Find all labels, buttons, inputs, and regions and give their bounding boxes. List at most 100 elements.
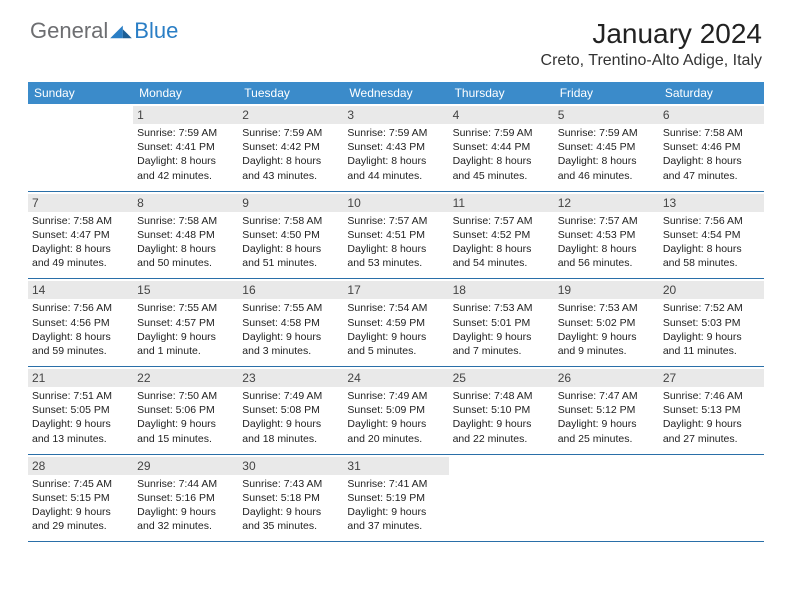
sunset-text: Sunset: 4:48 PM — [137, 228, 234, 242]
day-details: Sunrise: 7:44 AMSunset: 5:16 PMDaylight:… — [137, 477, 234, 534]
daylight-text: Daylight: 8 hours and 50 minutes. — [137, 242, 234, 270]
day-number: 5 — [554, 106, 659, 124]
daylight-text: Daylight: 8 hours and 49 minutes. — [32, 242, 129, 270]
day-number: 26 — [554, 369, 659, 387]
daylight-text: Daylight: 8 hours and 58 minutes. — [663, 242, 760, 270]
day-cell: 2Sunrise: 7:59 AMSunset: 4:42 PMDaylight… — [238, 104, 343, 191]
day-number: 18 — [449, 281, 554, 299]
day-number: 1 — [133, 106, 238, 124]
day-cell: 23 Sunrise: 7:49 AMSunset: 5:08 PMDayligh… — [238, 367, 343, 454]
day-number: 19 — [554, 281, 659, 299]
daylight-text: Daylight: 9 hours and 25 minutes. — [558, 417, 655, 445]
day-details: Sunrise: 7:58 AMSunset: 4:48 PMDaylight:… — [137, 214, 234, 271]
day-number — [554, 457, 659, 461]
weeks-container: 1 Sunrise: 7:59 AMSunset: 4:41 PMDaylight… — [28, 104, 764, 542]
daylight-text: Daylight: 8 hours and 53 minutes. — [347, 242, 444, 270]
sunrise-text: Sunrise: 7:55 AM — [242, 301, 339, 315]
day-number: 22 — [133, 369, 238, 387]
day-details: Sunrise: 7:51 AMSunset: 5:05 PMDaylight:… — [32, 389, 129, 446]
day-details: Sunrise: 7:57 AMSunset: 4:52 PMDaylight:… — [453, 214, 550, 271]
sunset-text: Sunset: 5:10 PM — [453, 403, 550, 417]
week-row: 14Sunrise: 7:56 AMSunset: 4:56 PMDayligh… — [28, 279, 764, 367]
week-row: 1 Sunrise: 7:59 AMSunset: 4:41 PMDaylight… — [28, 104, 764, 192]
day-header: Saturday — [659, 82, 764, 104]
header: General Blue January 2024 Creto, Trentin… — [0, 0, 792, 76]
day-cell: 29Sunrise: 7:44 AMSunset: 5:16 PMDayligh… — [133, 455, 238, 542]
sunset-text: Sunset: 4:50 PM — [242, 228, 339, 242]
sunset-text: Sunset: 4:47 PM — [32, 228, 129, 242]
sunrise-text: Sunrise: 7:47 AM — [558, 389, 655, 403]
day-details: Sunrise: 7:57 AMSunset: 4:51 PMDaylight:… — [347, 214, 444, 271]
sunrise-text: Sunrise: 7:51 AM — [32, 389, 129, 403]
daylight-text: Daylight: 9 hours and 7 minutes. — [453, 330, 550, 358]
sunrise-text: Sunrise: 7:43 AM — [242, 477, 339, 491]
sunset-text: Sunset: 4:51 PM — [347, 228, 444, 242]
day-details: Sunrise: 7:45 AMSunset: 5:15 PMDaylight:… — [32, 477, 129, 534]
day-number: 16 — [238, 281, 343, 299]
day-cell — [659, 455, 764, 542]
day-details: Sunrise: 7:55 AMSunset: 4:58 PMDaylight:… — [242, 301, 339, 358]
sunset-text: Sunset: 5:05 PM — [32, 403, 129, 417]
sunset-text: Sunset: 4:53 PM — [558, 228, 655, 242]
day-number: 17 — [343, 281, 448, 299]
day-number: 15 — [133, 281, 238, 299]
day-details: Sunrise: 7:49 AMSunset: 5:08 PMDaylight:… — [242, 389, 339, 446]
calendar: SundayMondayTuesdayWednesdayThursdayFrid… — [28, 82, 764, 542]
daylight-text: Daylight: 8 hours and 42 minutes. — [137, 154, 234, 182]
sunset-text: Sunset: 4:41 PM — [137, 140, 234, 154]
day-cell: 9Sunrise: 7:58 AMSunset: 4:50 PMDaylight… — [238, 192, 343, 279]
day-cell: 17Sunrise: 7:54 AMSunset: 4:59 PMDayligh… — [343, 279, 448, 366]
daylight-text: Daylight: 9 hours and 22 minutes. — [453, 417, 550, 445]
day-number: 24 — [343, 369, 448, 387]
day-cell — [449, 455, 554, 542]
day-cell — [554, 455, 659, 542]
day-details: Sunrise: 7:59 AMSunset: 4:41 PMDaylight:… — [137, 126, 234, 183]
sunset-text: Sunset: 5:08 PM — [242, 403, 339, 417]
day-details: Sunrise: 7:53 AMSunset: 5:01 PMDaylight:… — [453, 301, 550, 358]
sunrise-text: Sunrise: 7:45 AM — [32, 477, 129, 491]
day-cell: 6Sunrise: 7:58 AMSunset: 4:46 PMDaylight… — [659, 104, 764, 191]
day-number: 2 — [238, 106, 343, 124]
day-cell: 7Sunrise: 7:58 AMSunset: 4:47 PMDaylight… — [28, 192, 133, 279]
day-details: Sunrise: 7:47 AMSunset: 5:12 PMDaylight:… — [558, 389, 655, 446]
day-details: Sunrise: 7:57 AMSunset: 4:53 PMDaylight:… — [558, 214, 655, 271]
sunset-text: Sunset: 4:57 PM — [137, 316, 234, 330]
sunrise-text: Sunrise: 7:57 AM — [347, 214, 444, 228]
day-number: 10 — [343, 194, 448, 212]
sunrise-text: Sunrise: 7:49 AM — [242, 389, 339, 403]
day-details: Sunrise: 7:59 AMSunset: 4:45 PMDaylight:… — [558, 126, 655, 183]
sunrise-text: Sunrise: 7:56 AM — [32, 301, 129, 315]
day-cell: 20Sunrise: 7:52 AMSunset: 5:03 PMDayligh… — [659, 279, 764, 366]
day-details: Sunrise: 7:50 AMSunset: 5:06 PMDaylight:… — [137, 389, 234, 446]
day-details: Sunrise: 7:46 AMSunset: 5:13 PMDaylight:… — [663, 389, 760, 446]
day-details: Sunrise: 7:55 AMSunset: 4:57 PMDaylight:… — [137, 301, 234, 358]
sunset-text: Sunset: 4:43 PM — [347, 140, 444, 154]
daylight-text: Daylight: 8 hours and 51 minutes. — [242, 242, 339, 270]
daylight-text: Daylight: 9 hours and 3 minutes. — [242, 330, 339, 358]
day-header: Friday — [554, 82, 659, 104]
daylight-text: Daylight: 9 hours and 11 minutes. — [663, 330, 760, 358]
sunset-text: Sunset: 5:02 PM — [558, 316, 655, 330]
daylight-text: Daylight: 9 hours and 18 minutes. — [242, 417, 339, 445]
day-header: Wednesday — [343, 82, 448, 104]
day-cell: 15 Sunrise: 7:55 AMSunset: 4:57 PMDayligh… — [133, 279, 238, 366]
sunrise-text: Sunrise: 7:57 AM — [453, 214, 550, 228]
day-cell: 3Sunrise: 7:59 AMSunset: 4:43 PMDaylight… — [343, 104, 448, 191]
sunrise-text: Sunrise: 7:57 AM — [558, 214, 655, 228]
daylight-text: Daylight: 9 hours and 5 minutes. — [347, 330, 444, 358]
sunset-text: Sunset: 4:58 PM — [242, 316, 339, 330]
day-cell: 12Sunrise: 7:57 AMSunset: 4:53 PMDayligh… — [554, 192, 659, 279]
sunset-text: Sunset: 5:09 PM — [347, 403, 444, 417]
sunset-text: Sunset: 4:44 PM — [453, 140, 550, 154]
sunrise-text: Sunrise: 7:58 AM — [137, 214, 234, 228]
daylight-text: Daylight: 9 hours and 27 minutes. — [663, 417, 760, 445]
day-number: 28 — [28, 457, 133, 475]
day-number: 13 — [659, 194, 764, 212]
logo-text-blue: Blue — [134, 18, 178, 44]
daylight-text: Daylight: 8 hours and 54 minutes. — [453, 242, 550, 270]
sunrise-text: Sunrise: 7:58 AM — [242, 214, 339, 228]
daylight-text: Daylight: 8 hours and 44 minutes. — [347, 154, 444, 182]
sunset-text: Sunset: 5:15 PM — [32, 491, 129, 505]
day-number: 23 — [238, 369, 343, 387]
day-details: Sunrise: 7:53 AMSunset: 5:02 PMDaylight:… — [558, 301, 655, 358]
